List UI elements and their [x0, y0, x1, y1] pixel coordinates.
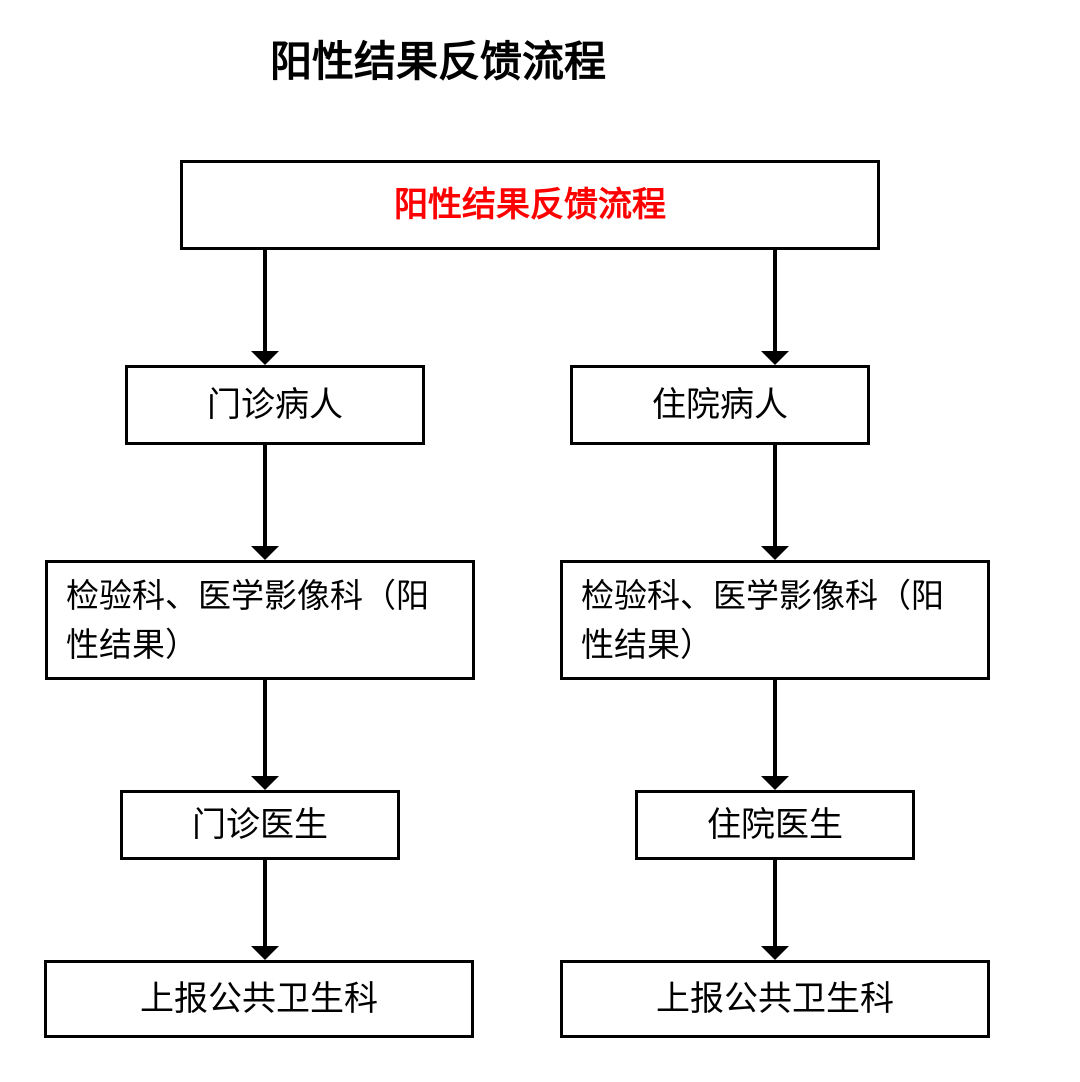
- flowchart-edge-6: [263, 860, 267, 948]
- flowchart-edge-0: [263, 250, 267, 353]
- page-title: 阳性结果反馈流程: [270, 28, 606, 89]
- flowchart-edge-1: [773, 250, 777, 353]
- flowchart-edge-5: [773, 680, 777, 778]
- arrowhead-icon: [761, 946, 789, 960]
- arrowhead-icon: [761, 546, 789, 560]
- flowchart-edge-3: [773, 445, 777, 548]
- arrowhead-icon: [761, 351, 789, 365]
- arrowhead-icon: [251, 946, 279, 960]
- flowchart-node-in-doctor: 住院医生: [635, 790, 915, 860]
- arrowhead-icon: [761, 776, 789, 790]
- flowchart-node-outpatient: 门诊病人: [125, 365, 425, 445]
- flowchart-node-inpatient: 住院病人: [570, 365, 870, 445]
- flowchart-node-out-report: 上报公共卫生科: [44, 960, 474, 1038]
- flowchart-edge-7: [773, 860, 777, 948]
- flowchart-node-out-doctor: 门诊医生: [120, 790, 400, 860]
- arrowhead-icon: [251, 351, 279, 365]
- flowchart-node-out-lab: 检验科、医学影像科（阳性结果）: [45, 560, 475, 680]
- arrowhead-icon: [251, 776, 279, 790]
- flowchart-edge-2: [263, 445, 267, 548]
- flowchart-edge-4: [263, 680, 267, 778]
- flowchart-node-in-lab: 检验科、医学影像科（阳性结果）: [560, 560, 990, 680]
- flowchart-node-in-report: 上报公共卫生科: [560, 960, 990, 1038]
- arrowhead-icon: [251, 546, 279, 560]
- flowchart-node-root: 阳性结果反馈流程: [180, 160, 880, 250]
